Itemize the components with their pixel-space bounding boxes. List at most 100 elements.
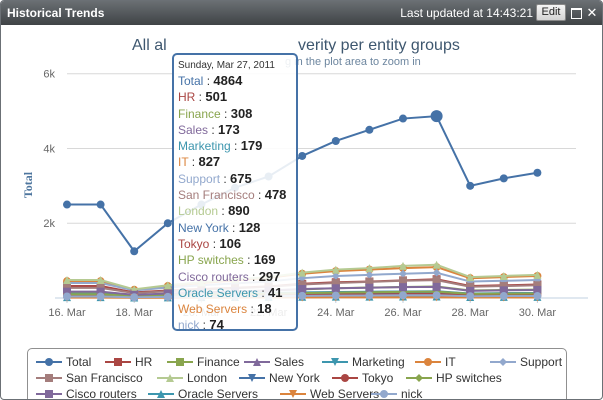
chart-subtitle: g in the plot area to zoom in: [285, 56, 421, 68]
data-point-london: [432, 260, 441, 269]
legend-marker: [380, 390, 388, 398]
edit-button[interactable]: Edit: [536, 4, 566, 21]
series-cisco-routers: [63, 282, 542, 299]
tooltip-rows: Total : 4864 HR : 501 Finance : 308 Sales :…: [178, 73, 292, 334]
tooltip-row: Total : 4864: [178, 73, 243, 88]
legend-symbol-sales: [244, 358, 270, 366]
data-point-london: [466, 273, 475, 282]
data-point-nick: [432, 291, 441, 300]
tooltip-row: New York : 128: [178, 219, 261, 235]
data-point-san-francisco: [365, 277, 374, 286]
tooltip-row-label: Support: [178, 171, 221, 186]
line-chart[interactable]: All al verity per entity groups g in the p…: [1, 25, 602, 399]
chart-area[interactable]: All al verity per entity groups g in the p…: [1, 25, 602, 399]
chart-title-part-right: verity per entity groups: [298, 37, 460, 54]
close-icon[interactable]: ✕: [586, 5, 598, 20]
last-updated-timestamp: Last updated at 14:43:21: [400, 6, 533, 20]
restore-window-icon[interactable]: [570, 7, 582, 19]
data-point-san-francisco: [466, 282, 475, 291]
data-point-cisco-routers: [432, 282, 441, 291]
data-point-total: [365, 125, 374, 134]
data-point-cisco-routers: [399, 283, 407, 292]
widget-title: Historical Trends: [7, 6, 105, 20]
legend-symbol-hr: [105, 358, 131, 366]
tooltip-row: London : 890: [178, 203, 250, 219]
legend-marker: [248, 374, 256, 382]
tooltip-row: HP switches : 169: [178, 252, 276, 268]
tooltip-date: Sunday, Mar 27, 2011: [178, 60, 275, 71]
x-tick-label: 16. Mar: [48, 307, 86, 319]
tooltip-row-label: San Francisco: [178, 188, 255, 203]
data-point-nick: [499, 292, 508, 301]
tooltip-row-value: 297: [258, 268, 281, 284]
data-point-san-francisco: [533, 281, 542, 290]
tooltip-row-label: Cisco routers: [178, 269, 249, 284]
data-point-san-francisco: [331, 279, 340, 288]
tooltip-row-value: 501: [205, 89, 228, 105]
tooltip-row: Sales : 173: [178, 121, 240, 137]
legend-symbol-finance: [167, 358, 193, 366]
tooltip-row-label: nick: [178, 318, 200, 333]
data-point-nick: [130, 293, 139, 302]
data-point-cisco-routers: [533, 285, 542, 294]
x-tick-label: 30. Mar: [519, 307, 557, 319]
data-point-total: [499, 174, 508, 183]
tooltip-row-label: IT: [178, 155, 189, 170]
legend-marker: [166, 374, 174, 382]
data-point-london: [331, 265, 340, 274]
data-point-london: [365, 264, 374, 273]
x-tick-label: 28. Mar: [452, 307, 490, 319]
legend-marker: [157, 390, 165, 398]
tooltip-row: Tokyo : 106: [178, 235, 242, 251]
tooltip-row: San Francisco : 478: [178, 187, 287, 203]
x-tick-label: 26. Mar: [384, 307, 422, 319]
data-point-support: [432, 268, 441, 277]
tooltip-row-value: 128: [238, 219, 261, 235]
legend-symbol-web-servers: [280, 390, 306, 398]
legend-label: San Francisco: [66, 371, 143, 385]
data-point-cisco-routers: [298, 285, 307, 294]
legend-label: HP switches: [436, 371, 502, 385]
data-point-nick: [365, 291, 374, 300]
data-point-nick: [466, 292, 475, 301]
data-point-total: [399, 114, 407, 123]
tooltip-row-label: New York: [178, 220, 229, 235]
legend-symbol-total: [36, 358, 62, 366]
data-point-total: [466, 181, 475, 190]
data-point-london: [533, 270, 542, 279]
x-tick-label: 24. Mar: [317, 307, 355, 319]
legend-label: Oracle Servers: [178, 387, 259, 400]
data-point-cisco-routers: [499, 286, 508, 295]
y-axis-title: Total: [21, 171, 35, 198]
legend-marker: [176, 358, 184, 366]
data-point-total: [130, 247, 139, 256]
legend-symbol-marketing: [322, 358, 348, 366]
tooltip-row-value: 18: [257, 301, 272, 317]
data-point-cisco-routers: [96, 287, 105, 296]
data-point-london: [298, 268, 307, 277]
chart-tooltip: Sunday, Mar 27, 2011 Total : 4864 HR : 50…: [172, 53, 298, 334]
tooltip-row: Marketing : 179: [178, 138, 263, 154]
data-point-nick: [163, 292, 172, 301]
legend-marker: [499, 358, 507, 366]
legend-marker: [341, 374, 349, 382]
legend-symbol-it: [415, 358, 441, 366]
legend-label: Support: [520, 355, 563, 369]
data-point-total: [331, 136, 340, 145]
legend-label: Web Servers: [310, 387, 380, 400]
data-point-cisco-routers: [466, 286, 475, 295]
tooltip-row: Oracle Servers : 41: [178, 284, 283, 300]
legend-label: HR: [135, 355, 153, 369]
data-point-nick: [96, 292, 105, 301]
tooltip-row: Finance : 308: [178, 105, 253, 121]
tooltip-row-label: Marketing: [178, 139, 231, 154]
legend-marker: [45, 390, 53, 398]
data-point-nick: [533, 291, 542, 300]
legend-label: Finance: [197, 355, 240, 369]
data-point-san-francisco: [499, 282, 508, 291]
data-point-support: [399, 269, 407, 278]
data-point-total: [163, 219, 172, 228]
tooltip-row: Support : 675: [178, 170, 252, 186]
legend-marker: [45, 374, 53, 382]
legend-symbol-san-francisco: [36, 374, 62, 382]
